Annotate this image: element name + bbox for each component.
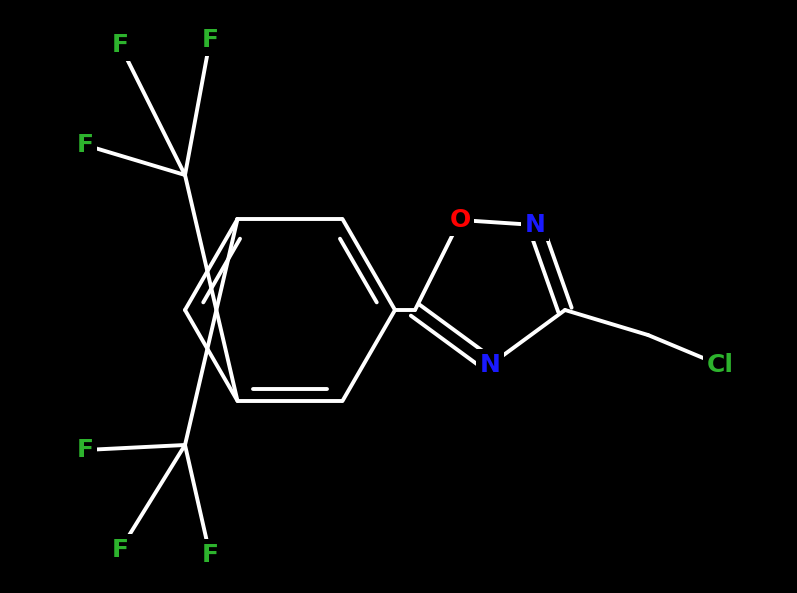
Text: F: F xyxy=(77,133,93,157)
Text: O: O xyxy=(450,208,470,232)
Text: F: F xyxy=(202,543,218,567)
Text: F: F xyxy=(77,438,93,462)
Text: F: F xyxy=(112,538,128,562)
Text: N: N xyxy=(524,213,545,237)
Text: N: N xyxy=(480,353,501,377)
Text: F: F xyxy=(112,33,128,57)
Text: Cl: Cl xyxy=(706,353,733,377)
Text: F: F xyxy=(202,28,218,52)
